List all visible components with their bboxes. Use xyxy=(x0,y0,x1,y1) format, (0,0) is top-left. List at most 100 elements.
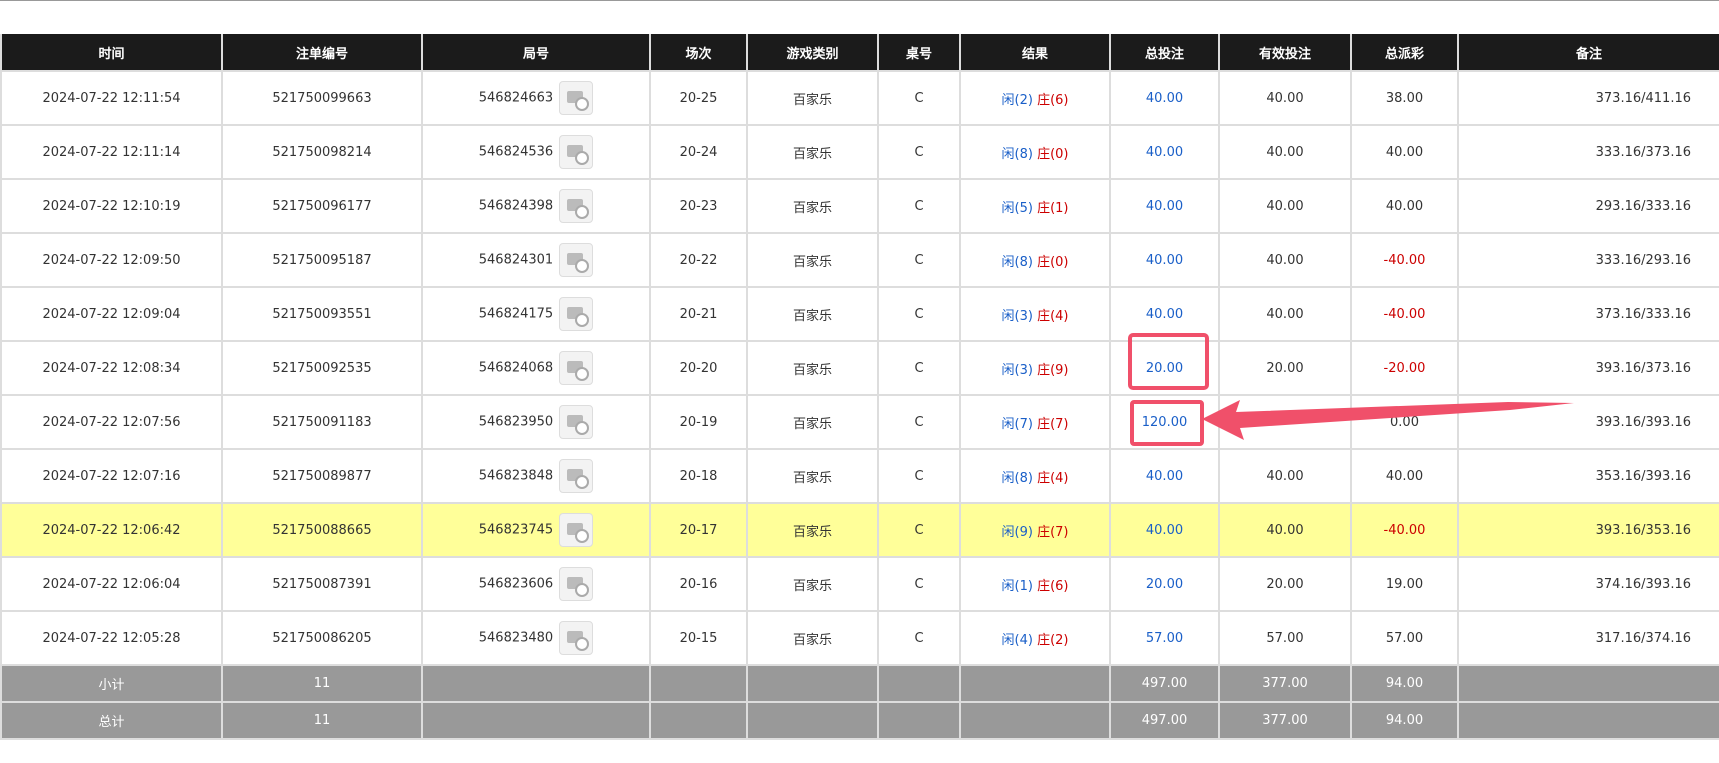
cell-text: 20-24 xyxy=(679,144,718,160)
cell: 317.16/374.16 xyxy=(1457,610,1719,666)
cell: 2024-07-22 12:11:54 xyxy=(0,70,223,126)
cell-text: 40.00 xyxy=(1145,90,1184,106)
top-border xyxy=(0,0,1719,1)
cell-text: 2024-07-22 12:11:54 xyxy=(42,90,181,106)
cell: 521750088665 xyxy=(221,502,423,558)
cell: -20.00 xyxy=(1350,340,1459,396)
summary-text: 377.00 xyxy=(1262,676,1308,691)
bet-row: 2024-07-22 12:07:16 521750089877 546823848… xyxy=(0,448,1719,504)
cell: C xyxy=(877,124,961,180)
cell: 闲(8) 庄(0) xyxy=(959,232,1111,288)
round-id: 546823606 xyxy=(478,576,554,592)
player-result: 闲(4) xyxy=(1001,632,1033,648)
cell: 333.16/293.16 xyxy=(1457,232,1719,288)
cell-text: 百家乐 xyxy=(792,470,832,486)
cell: 521750095187 xyxy=(221,232,423,288)
round-id: 546824301 xyxy=(478,252,554,268)
summary-cell xyxy=(649,664,748,703)
cell: 40.00 xyxy=(1109,124,1220,180)
column-header: 总投注 xyxy=(1109,34,1220,72)
cell: 333.16/373.16 xyxy=(1457,124,1719,180)
cell-text: 2024-07-22 12:09:50 xyxy=(42,252,181,268)
cell-text: 20-20 xyxy=(679,360,718,376)
cell-text: C xyxy=(914,252,924,268)
cell: C xyxy=(877,394,961,450)
cell-text: C xyxy=(914,306,924,322)
cell-text: 393.16/393.16 xyxy=(1595,414,1691,430)
cell-text: 521750096177 xyxy=(272,198,372,214)
cell-text: 393.16/353.16 xyxy=(1595,522,1691,538)
bet-row: 2024-07-22 12:10:19 521750096177 546824398… xyxy=(0,178,1719,234)
summary-text: 94.00 xyxy=(1385,713,1424,728)
cell-text: 2024-07-22 12:09:04 xyxy=(42,306,181,322)
summary-cell xyxy=(877,664,961,703)
cell: 闲(2) 庄(6) xyxy=(959,70,1111,126)
cell: 40.00 xyxy=(1350,124,1459,180)
cell-text: 40.00 xyxy=(1266,90,1304,106)
summary-row: 总计 11 497.00 377.00 94.00 xyxy=(0,701,1719,740)
cell-text: C xyxy=(914,90,924,106)
cell: 百家乐 xyxy=(746,178,879,234)
cell-text: 293.16/333.16 xyxy=(1595,198,1691,214)
cell: 2024-07-22 12:10:19 xyxy=(0,178,223,234)
cell: C xyxy=(877,178,961,234)
cell-text: 40.00 xyxy=(1145,144,1184,160)
summary-cell: 497.00 xyxy=(1109,664,1220,703)
player-result: 闲(3) xyxy=(1001,362,1033,378)
bet-row: 2024-07-22 12:05:28 521750086205 546823480… xyxy=(0,610,1719,666)
video-icon xyxy=(559,513,594,547)
cell: 521750087391 xyxy=(221,556,423,612)
cell: 40.00 xyxy=(1109,178,1220,234)
cell-text: -40.00 xyxy=(1383,252,1426,268)
cell: 闲(3) 庄(4) xyxy=(959,286,1111,342)
cell: 百家乐 xyxy=(746,232,879,288)
cell-text: 333.16/373.16 xyxy=(1595,144,1691,160)
cell: 373.16/411.16 xyxy=(1457,70,1719,126)
cell-text: 40.00 xyxy=(1145,306,1184,322)
cell: 2024-07-22 12:07:56 xyxy=(0,394,223,450)
round-id: 546824398 xyxy=(478,198,554,214)
cell-text: -40.00 xyxy=(1383,522,1426,538)
cell-text: 40.00 xyxy=(1266,522,1304,538)
cell-text: 百家乐 xyxy=(792,416,832,432)
cell-text: 20.00 xyxy=(1145,360,1184,376)
cell: 百家乐 xyxy=(746,502,879,558)
cell: 546823480 xyxy=(421,610,651,666)
cell: -40.00 xyxy=(1350,286,1459,342)
cell-text: C xyxy=(914,198,924,214)
cell: 40.00 xyxy=(1218,124,1352,180)
cell: 闲(9) 庄(7) xyxy=(959,502,1111,558)
cell: 40.00 xyxy=(1218,286,1352,342)
player-result: 闲(5) xyxy=(1001,200,1033,216)
cell-text: 353.16/393.16 xyxy=(1595,468,1691,484)
cell-text: 373.16/333.16 xyxy=(1595,306,1691,322)
bet-row: 2024-07-22 12:11:14 521750098214 546824536… xyxy=(0,124,1719,180)
cell-text: 20-18 xyxy=(679,468,718,484)
cell-text: 40.00 xyxy=(1266,252,1304,268)
summary-cell xyxy=(959,664,1111,703)
cell-text: 521750087391 xyxy=(272,576,372,592)
banker-result: 庄(4) xyxy=(1037,470,1069,486)
summary-cell xyxy=(1457,701,1719,740)
cell-text: 38.00 xyxy=(1385,90,1424,106)
cell: 353.16/393.16 xyxy=(1457,448,1719,504)
cell: 38.00 xyxy=(1350,70,1459,126)
cell-text: 40.00 xyxy=(1266,144,1304,160)
banker-result: 庄(0) xyxy=(1037,254,1069,270)
cell-text: 120.00 xyxy=(1141,414,1188,430)
cell: -40.00 xyxy=(1350,502,1459,558)
cell-text: 0.00 xyxy=(1390,414,1419,430)
cell: 20.00 xyxy=(1218,556,1352,612)
banker-result: 庄(1) xyxy=(1037,200,1069,216)
column-header: 总派彩 xyxy=(1350,34,1459,72)
cell: C xyxy=(877,232,961,288)
cell-text: C xyxy=(914,630,924,646)
round-id: 546823480 xyxy=(478,630,554,646)
header-row: 时间 注单编号 局号 场次 游戏类别 桌号 结果 总投注 有效投注 总派彩 备注 xyxy=(0,34,1719,72)
summary-cell: 小计 xyxy=(0,664,223,703)
cell: 521750091183 xyxy=(221,394,423,450)
round-id: 546824536 xyxy=(478,144,554,160)
cell: 2024-07-22 12:11:14 xyxy=(0,124,223,180)
cell: 百家乐 xyxy=(746,610,879,666)
summary-cell xyxy=(421,664,651,703)
